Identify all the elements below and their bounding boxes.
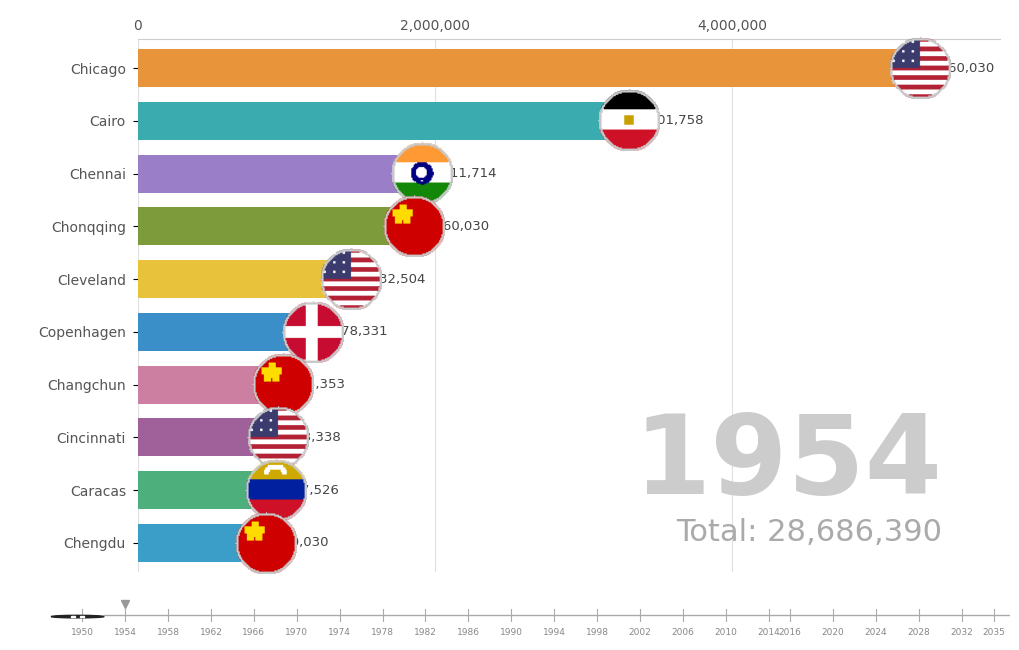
Text: 1978: 1978 [371, 628, 393, 636]
Text: 1962: 1962 [200, 628, 222, 636]
Text: 2020: 2020 [820, 628, 844, 636]
Text: 973,353: 973,353 [290, 378, 345, 391]
Text: 1,432,504: 1,432,504 [359, 272, 426, 285]
Text: Total: 28,686,390: Total: 28,686,390 [676, 518, 942, 547]
Text: 2035: 2035 [981, 628, 1004, 636]
Text: 1,860,030: 1,860,030 [422, 220, 489, 233]
Text: 3,301,758: 3,301,758 [636, 114, 703, 127]
Bar [138, 313, 313, 351]
Text: 1970: 1970 [285, 628, 308, 636]
Bar [81, 616, 85, 618]
Bar [138, 419, 277, 456]
Text: 1994: 1994 [542, 628, 565, 636]
Bar [138, 155, 422, 192]
Bar [138, 49, 918, 87]
Text: 860,030: 860,030 [273, 536, 328, 549]
Text: 1982: 1982 [414, 628, 436, 636]
Text: 2028: 2028 [907, 628, 929, 636]
Bar [138, 471, 275, 509]
Text: 1966: 1966 [243, 628, 265, 636]
Bar [71, 616, 74, 618]
Text: 2032: 2032 [950, 628, 972, 636]
Text: 1,178,331: 1,178,331 [321, 326, 388, 339]
Text: 2002: 2002 [628, 628, 651, 636]
Text: 1,911,714: 1,911,714 [430, 167, 497, 180]
Bar [138, 260, 351, 298]
Text: 1954: 1954 [633, 410, 942, 517]
Bar [138, 524, 265, 562]
Text: 1950: 1950 [70, 628, 94, 636]
Circle shape [51, 616, 104, 618]
Text: 1998: 1998 [585, 628, 608, 636]
Text: 1974: 1974 [328, 628, 351, 636]
Text: 5,260,030: 5,260,030 [926, 62, 994, 75]
Text: 2014: 2014 [756, 628, 780, 636]
Bar [138, 366, 282, 404]
Text: 927,526: 927,526 [283, 484, 338, 497]
Text: 1958: 1958 [157, 628, 179, 636]
Text: 2024: 2024 [864, 628, 887, 636]
Text: 1990: 1990 [499, 628, 522, 636]
Text: 1986: 1986 [457, 628, 479, 636]
Text: 943,338: 943,338 [285, 431, 340, 444]
Text: 2010: 2010 [713, 628, 737, 636]
Text: 2016: 2016 [777, 628, 801, 636]
Bar [138, 102, 628, 140]
Bar [138, 207, 414, 245]
Text: 1954: 1954 [114, 628, 137, 636]
Text: 2006: 2006 [671, 628, 694, 636]
